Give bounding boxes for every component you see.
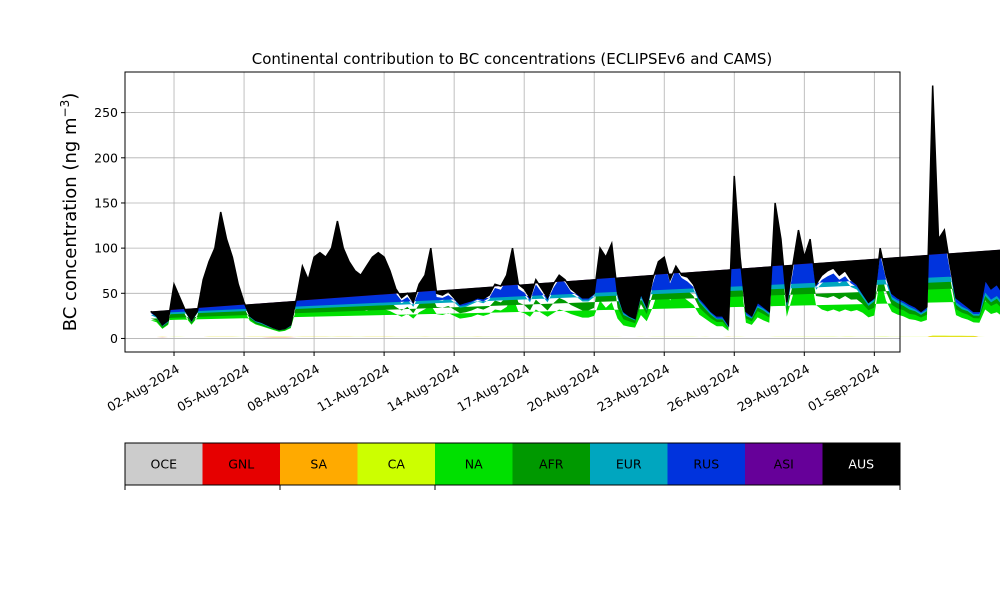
legend-swatch-rus	[667, 443, 746, 485]
legend-label-afr: AFR	[539, 457, 564, 472]
legend-swatch-aus	[822, 443, 901, 485]
y-tick-label: 100	[94, 241, 118, 256]
y-axis: 0 50 100 150 200 250	[94, 105, 125, 346]
y-tick-label: 150	[94, 195, 118, 210]
y-tick-label: 0	[110, 331, 118, 346]
legend-colorbar: OCE GNL SA CA NA AFR EUR RUS ASI AUS	[124, 442, 901, 490]
legend-frame	[124, 442, 901, 486]
legend-swatch-na	[435, 443, 513, 485]
area-sa	[150, 335, 1000, 338]
legend-label-oce: OCE	[151, 457, 178, 472]
x-tick-label: 17-Aug-2024	[455, 361, 533, 414]
x-tick-label: 01-Sep-2024	[805, 361, 882, 414]
y-tick-label: 50	[102, 286, 118, 301]
legend-swatch-afr	[512, 443, 591, 485]
legend-swatch-oce	[125, 443, 203, 485]
y-axis-label: BC concentration (ng m−3)	[58, 93, 81, 332]
area-ca	[150, 335, 1000, 337]
legend-swatch-eur	[590, 443, 668, 485]
legend-label-asi: ASI	[774, 457, 794, 472]
plot-frame	[124, 71, 901, 353]
x-axis: 02-Aug-202405-Aug-202408-Aug-202411-Aug-…	[104, 352, 882, 415]
x-tick-label: 02-Aug-2024	[104, 361, 182, 414]
total-line	[150, 85, 1000, 331]
stacked-areas	[150, 85, 1000, 339]
legend-label-na: NA	[465, 457, 483, 472]
x-tick-label: 05-Aug-2024	[174, 361, 252, 414]
x-tick-label: 14-Aug-2024	[384, 361, 462, 414]
legend-label-aus: AUS	[848, 457, 874, 472]
x-tick-label: 23-Aug-2024	[595, 361, 673, 414]
legend-swatch-ca	[357, 443, 436, 485]
y-tick-label: 200	[94, 150, 118, 165]
chart-title: Continental contribution to BC concentra…	[252, 50, 773, 68]
area-rus	[150, 108, 1000, 330]
legend-swatch-sa	[280, 443, 358, 485]
legend-swatch-asi	[745, 443, 823, 485]
y-tick-label: 250	[94, 105, 118, 120]
x-tick-label: 29-Aug-2024	[735, 361, 813, 414]
x-tick-label: 08-Aug-2024	[244, 361, 322, 414]
legend-label-rus: RUS	[693, 457, 719, 472]
area-aus	[150, 85, 1000, 330]
x-tick-label: 26-Aug-2024	[665, 361, 743, 414]
legend-label-gnl: GNL	[228, 457, 254, 472]
legend-label-eur: EUR	[616, 457, 642, 472]
legend-swatch-gnl	[202, 443, 281, 485]
legend-label-sa: SA	[310, 457, 327, 472]
legend-label-ca: CA	[388, 457, 406, 472]
x-tick-label: 11-Aug-2024	[314, 361, 392, 414]
x-tick-label: 20-Aug-2024	[525, 361, 603, 414]
